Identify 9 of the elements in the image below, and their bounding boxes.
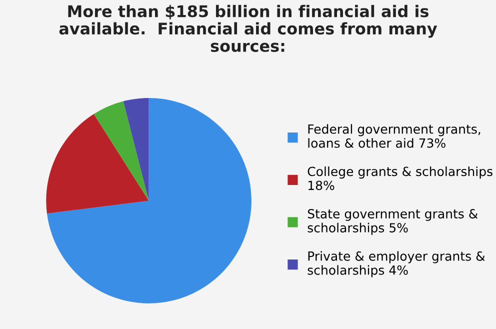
pie-slice bbox=[94, 101, 149, 201]
pie-slice bbox=[46, 114, 149, 214]
legend-label: Federal government grants, loans & other aid 73% bbox=[308, 124, 480, 148]
pie-slice bbox=[123, 98, 149, 201]
legend-label: Private & employer grants & scholarships 4% bbox=[308, 251, 485, 278]
legend-label: College grants & scholarships 18% bbox=[308, 166, 492, 190]
legend-label: State government grants & scholarships 5% bbox=[308, 209, 478, 235]
pie-slice bbox=[46, 98, 252, 304]
chart-title: More than $185 billion in financial aid is available. Financial aid comes from many sources: bbox=[59, 4, 438, 52]
